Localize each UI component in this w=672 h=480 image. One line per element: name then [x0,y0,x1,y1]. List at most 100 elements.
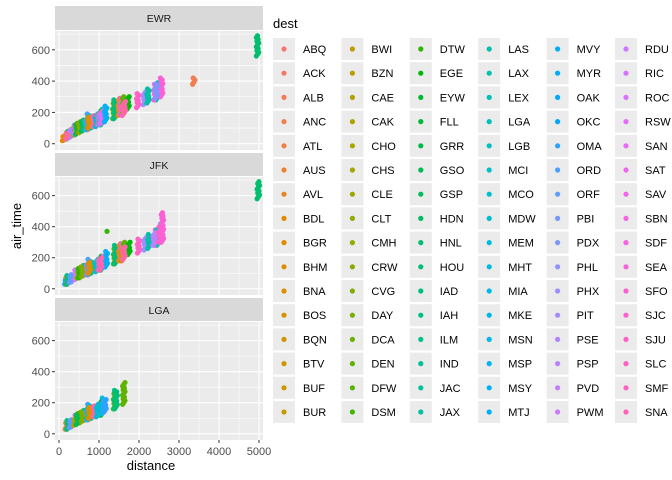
y-tick-label: 0 [44,429,50,441]
legend-item-sju: SJU [615,328,666,351]
point-gso [73,412,79,418]
legend-label: FLL [440,117,459,129]
legend-label: ATL [303,141,322,153]
legend-label: AUS [303,165,326,177]
point-srq [99,255,105,261]
legend-swatch [555,312,561,318]
legend-swatch [349,264,355,270]
legend-swatch [486,264,492,270]
legend-swatch [623,215,629,221]
legend-label: CLT [371,213,391,225]
legend-item-slc: SLC [615,352,666,375]
legend-item-pvd: PVD [546,376,599,399]
legend-item-sbn: SBN [615,207,668,230]
legend-swatch [281,94,287,100]
legend-item-bur: BUR [273,401,326,423]
legend-item-mdw: MDW [478,207,536,230]
legend-swatch [623,312,629,318]
legend-label: SDF [645,238,667,250]
legend-item-mvy: MVY [546,38,601,60]
point-sfo [159,210,166,216]
legend-item-bdl: BDL [273,207,324,230]
legend-label: BUF [303,383,325,395]
legend-item-abq: ABQ [273,38,327,60]
legend-swatch [486,70,492,76]
legend-swatch [349,215,355,221]
legend-item-lex: LEX [478,86,530,109]
legend-label: CLE [371,189,392,201]
legend-item-anc: ANC [273,110,326,133]
legend-swatch [623,119,629,125]
legend-label: PHL [577,262,598,274]
legend-swatch [555,264,561,270]
legend-label: MYR [577,68,602,80]
legend-label: DSM [371,407,395,419]
legend-swatch [349,167,355,173]
legend-item-btv: BTV [273,352,325,375]
legend-swatch [555,288,561,294]
legend-label: PSE [577,334,599,346]
legend-swatch [281,385,287,391]
legend-item-ack: ACK [273,62,326,85]
point-den [122,379,128,386]
legend-label: BNA [303,286,326,298]
legend-label: RDU [645,44,669,56]
legend-item-mke: MKE [478,304,532,327]
legend-item-rdu: RDU [615,38,669,60]
legend-label: MSN [508,334,533,346]
legend-item-iad: IAD [409,280,458,302]
legend-swatch [555,143,561,149]
legend-item-myr: MYR [546,62,602,85]
legend-item-cle: CLE [341,183,393,206]
facet-panel-ewr: EWR 0 200 400 600 [32,6,263,151]
legend-item-cmh: CMH [341,231,397,254]
legend-item-ilm: ILM [409,328,458,351]
legend-label: LEX [508,92,529,104]
legend-item-ind: IND [409,352,459,375]
legend-swatch [281,215,287,221]
y-tick-label: 600 [32,191,50,203]
legend-item-mem: MEM [478,231,534,254]
legend-label: SMF [645,383,669,395]
legend-label: ANC [303,117,326,129]
point-syr [63,130,69,137]
legend-label: CVG [371,286,395,298]
legend-swatch [349,288,355,294]
legend-swatch [281,240,287,246]
point-sfo [157,75,163,81]
legend-label: HNL [440,238,462,250]
legend-label: SBN [645,213,668,225]
legend-item-jac: JAC [409,376,461,399]
x-tick-label: 5000 [247,446,271,458]
legend-label: CRW [371,262,398,274]
legend-swatch [555,70,561,76]
legend-item-sav: SAV [615,183,667,206]
legend-item-bzn: BZN [341,62,393,85]
legend-label: MCO [508,189,534,201]
legend-swatch [486,312,492,318]
legend-swatch [349,409,355,415]
legend-item-ord: ORD [546,159,601,181]
point-dtw [104,228,110,234]
legend-item-alb: ALB [273,86,324,109]
legend-item-ege: EGE [409,62,463,85]
legend-item-rsw: RSW [615,110,671,133]
legend-item-roc: ROC [615,86,670,109]
legend-swatch [349,46,355,52]
legend-swatch [623,409,629,415]
legend-label: SLC [645,359,666,371]
legend-swatch [555,215,561,221]
legend-label: CAK [371,117,394,129]
legend-swatch [281,167,287,173]
legend-item-lax: LAX [478,62,530,85]
legend-swatch [555,336,561,342]
y-tick-label: 400 [32,76,50,88]
legend-label: AVL [303,189,323,201]
point-mem [96,401,102,407]
legend-swatch [623,264,629,270]
legend-swatch [555,46,561,52]
legend-item-crw: CRW [341,255,398,278]
legend-item-bos: BOS [273,304,326,327]
legend-label: LGB [508,141,530,153]
